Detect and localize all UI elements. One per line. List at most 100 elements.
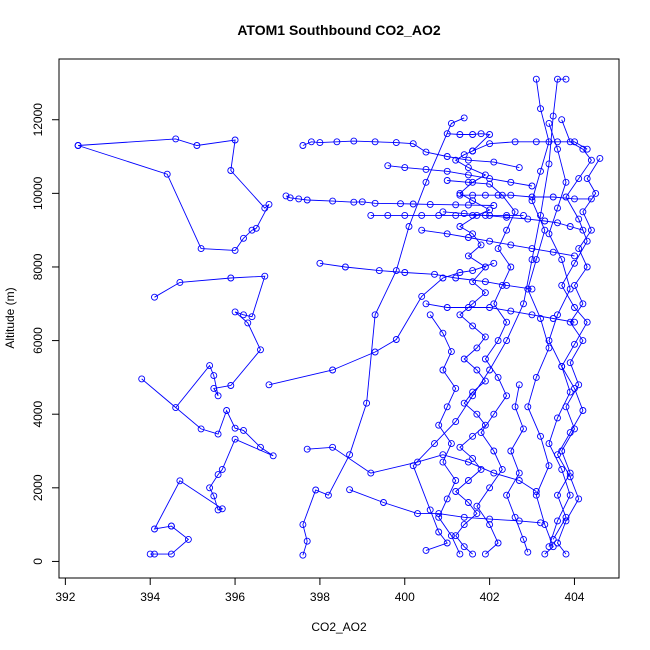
series-line bbox=[556, 119, 592, 555]
data-point bbox=[579, 407, 587, 414]
data-point bbox=[469, 278, 477, 286]
data-point bbox=[447, 348, 455, 356]
data-point bbox=[579, 208, 587, 216]
data-point bbox=[464, 156, 472, 164]
data-point bbox=[503, 211, 511, 219]
data-point bbox=[231, 435, 239, 443]
data-point bbox=[172, 135, 180, 143]
data-point bbox=[545, 160, 553, 168]
data-point bbox=[206, 362, 214, 370]
data-point bbox=[571, 195, 578, 203]
data-point bbox=[295, 195, 303, 203]
data-point bbox=[558, 256, 566, 264]
data-point bbox=[460, 513, 468, 521]
data-point bbox=[473, 344, 481, 352]
data-point bbox=[571, 281, 578, 289]
data-point bbox=[409, 140, 417, 148]
data-point bbox=[528, 245, 536, 253]
data-point bbox=[494, 245, 502, 253]
data-point bbox=[464, 304, 472, 311]
data-point bbox=[231, 246, 239, 254]
series-line bbox=[307, 446, 537, 492]
data-point bbox=[515, 164, 523, 172]
data-point bbox=[460, 210, 468, 218]
data-point bbox=[549, 535, 557, 543]
data-point bbox=[528, 256, 536, 264]
data-point bbox=[452, 488, 460, 495]
data-point bbox=[571, 259, 578, 267]
data-point bbox=[210, 372, 218, 380]
data-point bbox=[456, 131, 464, 138]
data-point bbox=[549, 543, 557, 551]
data-point bbox=[363, 399, 371, 407]
series-line bbox=[302, 140, 520, 169]
data-point bbox=[252, 224, 260, 232]
data-point bbox=[350, 198, 358, 206]
data-point bbox=[456, 443, 464, 451]
data-point bbox=[507, 178, 515, 186]
series-9 bbox=[443, 130, 494, 558]
data-point bbox=[554, 414, 561, 422]
data-point bbox=[210, 492, 218, 500]
series-16 bbox=[545, 119, 574, 551]
data-point bbox=[316, 259, 324, 267]
data-point bbox=[464, 477, 472, 484]
y-tick-label: 10000 bbox=[31, 176, 45, 210]
series-line bbox=[442, 211, 584, 231]
data-point bbox=[477, 429, 485, 437]
data-point bbox=[562, 403, 570, 411]
series-3 bbox=[282, 192, 498, 209]
data-point bbox=[452, 477, 460, 484]
data-point bbox=[447, 119, 455, 127]
data-point bbox=[490, 410, 498, 418]
x-tick-label: 398 bbox=[310, 590, 330, 604]
data-point bbox=[473, 366, 481, 374]
data-point bbox=[443, 539, 451, 547]
data-point bbox=[554, 539, 561, 547]
data-point bbox=[575, 381, 583, 389]
data-point bbox=[532, 373, 540, 381]
data-point bbox=[269, 452, 277, 460]
data-point bbox=[554, 204, 561, 212]
data-point bbox=[481, 278, 489, 286]
data-point bbox=[494, 191, 502, 199]
data-point bbox=[240, 234, 247, 242]
data-point bbox=[443, 304, 451, 311]
data-point bbox=[138, 375, 146, 383]
data-point bbox=[503, 226, 511, 234]
data-point bbox=[210, 384, 218, 392]
data-point bbox=[257, 346, 264, 354]
data-point bbox=[562, 550, 570, 558]
data-point bbox=[435, 211, 443, 219]
data-point bbox=[329, 197, 337, 205]
data-point bbox=[324, 491, 332, 499]
data-point bbox=[481, 355, 489, 363]
series-15 bbox=[554, 116, 595, 558]
data-point bbox=[299, 142, 307, 149]
data-point bbox=[566, 285, 574, 293]
data-point bbox=[443, 495, 451, 503]
data-point bbox=[537, 432, 544, 440]
data-point bbox=[418, 211, 426, 219]
data-point bbox=[486, 521, 494, 529]
data-point bbox=[469, 454, 477, 462]
series-line bbox=[506, 384, 529, 553]
data-point bbox=[303, 196, 311, 204]
series-12 bbox=[426, 311, 464, 558]
data-point bbox=[486, 131, 494, 138]
series-5 bbox=[299, 114, 468, 559]
data-point bbox=[579, 226, 587, 234]
series-line bbox=[302, 117, 465, 556]
data-point bbox=[469, 147, 477, 155]
series-line bbox=[141, 275, 274, 555]
data-point bbox=[507, 191, 515, 199]
data-point bbox=[571, 340, 578, 348]
data-point bbox=[151, 293, 158, 301]
data-point bbox=[299, 521, 307, 529]
data-point bbox=[554, 517, 561, 525]
data-point bbox=[554, 491, 561, 499]
data-point bbox=[541, 550, 549, 558]
series-4 bbox=[299, 137, 523, 172]
series-line bbox=[429, 314, 461, 555]
